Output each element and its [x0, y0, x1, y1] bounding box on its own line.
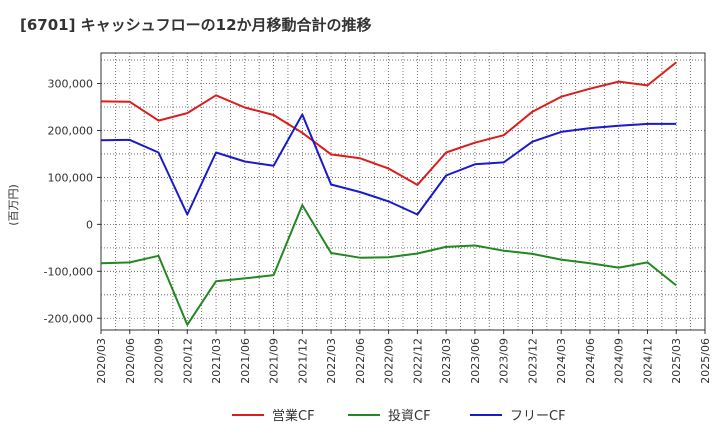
x-tick-label: 2022/06	[354, 338, 367, 384]
x-tick-label: 2021/09	[268, 338, 281, 384]
x-tick-label: 2022/03	[325, 338, 338, 384]
x-tick-label: 2023/09	[498, 338, 511, 384]
x-tick-label: 2020/12	[181, 338, 194, 384]
x-tick-label: 2021/06	[239, 338, 252, 384]
x-tick-label: 2025/03	[670, 338, 683, 384]
grid-lines	[101, 53, 705, 330]
x-tick-label: 2020/06	[124, 338, 137, 384]
x-tick-label: 2020/03	[95, 338, 108, 384]
series-line	[100, 61, 677, 186]
x-tick-label: 2021/12	[296, 338, 309, 384]
x-tick-label: 2023/12	[526, 338, 539, 384]
y-tick-label: 0	[86, 218, 93, 231]
x-tick-label: 2024/03	[555, 338, 568, 384]
legend-label: フリーCF	[510, 409, 566, 424]
x-tick-label: 2025/06	[699, 338, 712, 384]
series-line	[100, 204, 677, 326]
x-tick-label: 2023/06	[469, 338, 482, 384]
x-tick-label: 2021/03	[210, 338, 223, 384]
y-tick-label: 100,000	[48, 171, 94, 184]
x-tick-label: 2020/09	[153, 338, 166, 384]
x-tick-label: 2022/12	[411, 338, 424, 384]
x-tick-label: 2022/09	[383, 338, 396, 384]
legend: 営業CF 投資CF フリーCF	[232, 408, 566, 424]
legend-label: 投資CF	[388, 408, 431, 424]
chart-title: [6701] キャッシュフローの12か月移動合計の推移	[20, 16, 372, 34]
y-tick-label: -100,000	[44, 265, 93, 278]
y-axis-label: (百万円)	[7, 184, 20, 226]
x-axis-ticks: 2020/03 2020/06 2020/09 2020/12 2021/03 2021/…	[95, 330, 712, 384]
x-tick-label: 2024/09	[613, 338, 626, 384]
plot-area	[100, 52, 706, 331]
y-axis-ticks: -200,000 -100,000 0 100,000 200,000 300,000	[44, 78, 101, 325]
x-tick-label: 2023/03	[440, 338, 453, 384]
y-tick-label: -200,000	[44, 312, 93, 325]
y-tick-label: 300,000	[48, 78, 94, 91]
y-tick-label: 200,000	[48, 124, 94, 137]
legend-label: 営業CF	[272, 408, 315, 424]
x-tick-label: 2024/06	[584, 338, 597, 384]
series-line	[100, 113, 677, 216]
x-tick-label: 2024/12	[641, 338, 654, 384]
series-lines	[100, 61, 677, 326]
